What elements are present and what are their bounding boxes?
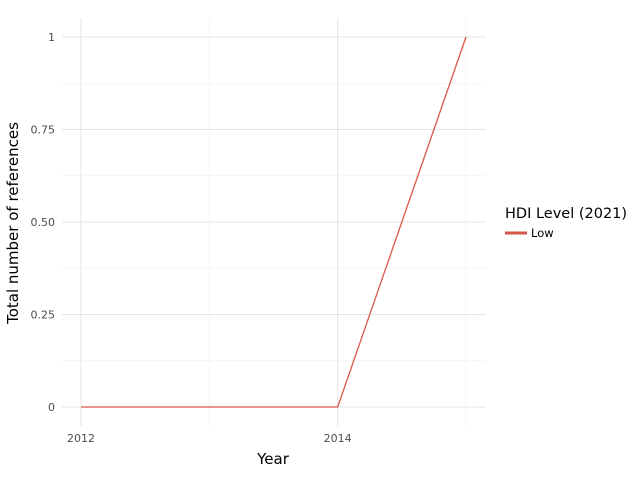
y-tick-label: 0.25	[31, 309, 56, 322]
x-tick-label: 2014	[324, 432, 352, 445]
legend: HDI Level (2021) Low	[505, 206, 627, 240]
legend-label-low: Low	[531, 226, 554, 240]
y-tick-label: 0.50	[31, 216, 56, 229]
series-line-low	[81, 36, 467, 408]
x-axis-tick-labels: 2012 2014	[67, 432, 352, 445]
x-axis-title: Year	[256, 450, 290, 468]
legend-title: HDI Level (2021)	[505, 206, 627, 222]
y-axis-title: Total number of references	[4, 122, 22, 325]
y-tick-label: 0.75	[31, 124, 56, 137]
y-tick-label: 0	[48, 401, 55, 414]
major-gridlines	[62, 18, 486, 426]
series-layer	[81, 36, 467, 408]
x-tick-label: 2012	[67, 432, 95, 445]
y-axis-tick-labels: 0 0.25 0.50 0.75 1	[31, 31, 56, 414]
y-tick-label: 1	[48, 31, 55, 44]
